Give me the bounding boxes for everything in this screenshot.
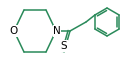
Text: N: N [53, 26, 61, 36]
Text: O: O [10, 26, 18, 36]
Text: S: S [61, 41, 67, 51]
